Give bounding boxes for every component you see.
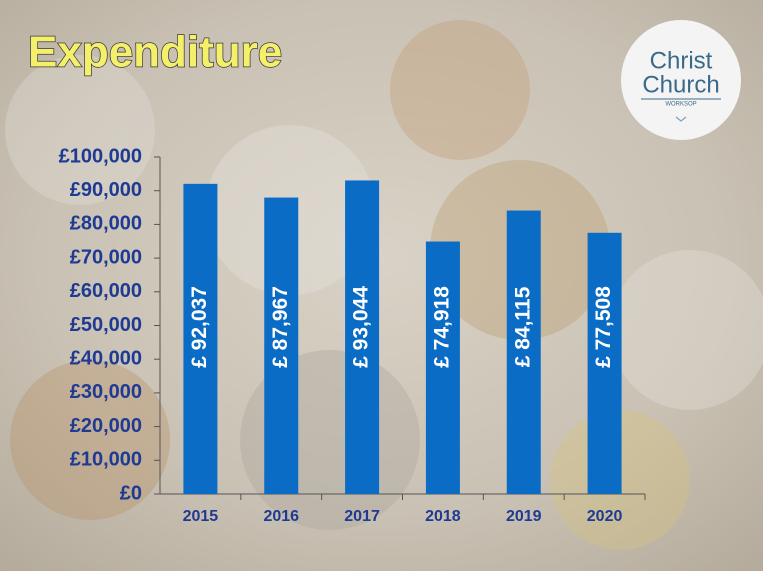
y-tick-label: £30,000 (70, 381, 142, 403)
value-label: £ 92,037 (188, 286, 211, 368)
value-label: £ 93,044 (350, 286, 373, 368)
x-tick-label: 2018 (425, 508, 461, 525)
y-tick-label: £90,000 (70, 179, 142, 201)
value-label: £ 87,967 (269, 286, 292, 368)
slide: Expenditure Christ Church WORKSOP £0 £10,… (0, 0, 763, 571)
chart-title: Expenditure (28, 28, 282, 77)
y-tick-label: £0 (120, 482, 142, 504)
value-label: £ 77,508 (592, 286, 615, 368)
y-tick-label: £100,000 (59, 145, 142, 167)
y-tick-label: £20,000 (70, 415, 142, 437)
y-tick-label: £70,000 (70, 246, 142, 268)
value-label: £ 84,115 (511, 286, 534, 367)
x-tick-label: 2015 (183, 508, 219, 525)
y-tick-label: £50,000 (70, 314, 142, 336)
logo-line: Church (642, 71, 719, 98)
x-tick-label: 2016 (263, 508, 299, 525)
y-tick-label: £60,000 (70, 280, 142, 302)
logo-line: WORKSOP (665, 102, 696, 108)
y-tick-label: £40,000 (70, 347, 142, 369)
value-label: £ 74,918 (430, 286, 453, 368)
y-tick-label: £80,000 (70, 213, 142, 235)
logo-line: Christ (650, 47, 713, 74)
y-tick-label: £10,000 (70, 449, 142, 471)
x-tick-label: 2019 (506, 508, 542, 525)
x-tick-label: 2017 (344, 508, 380, 525)
x-tick-label: 2020 (587, 508, 623, 525)
logo: Christ Church WORKSOP (621, 20, 741, 140)
